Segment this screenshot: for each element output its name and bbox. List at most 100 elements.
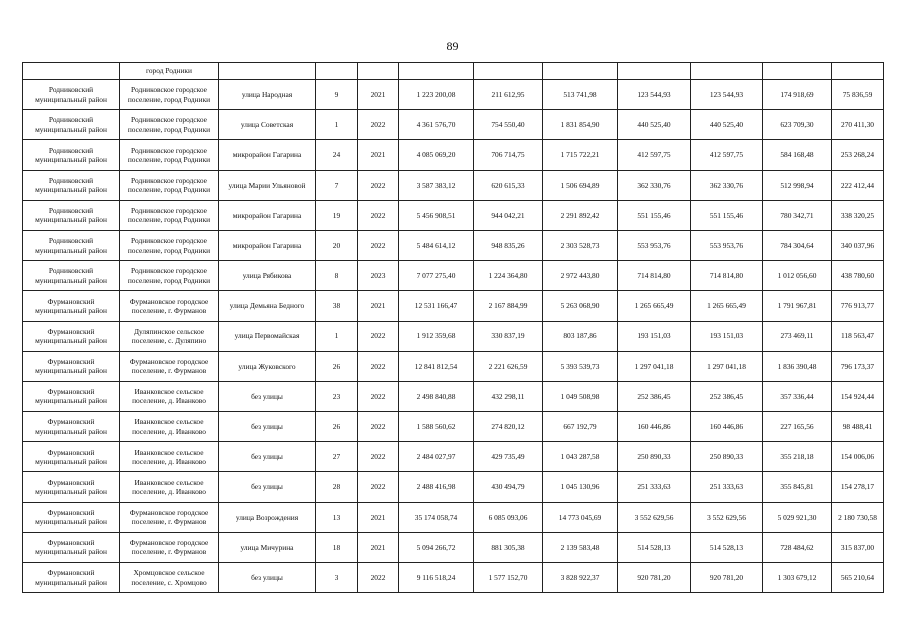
amount-cell: 440 525,40: [690, 109, 763, 141]
street-cell: улица Жуковского: [218, 350, 316, 382]
house-number-cell: 3: [315, 561, 358, 594]
amount-cell: 193 151,03: [690, 320, 763, 352]
house-number-cell: 19: [315, 199, 358, 231]
total-cost-cell: 1 588 560,62: [398, 411, 474, 443]
amount-cell: 584 168,48: [762, 139, 832, 171]
total-cost-cell: 4 361 576,70: [398, 109, 474, 141]
settlement-cell: город Родники: [119, 62, 219, 80]
total-cost-cell: 35 174 058,74: [398, 501, 474, 533]
amount-cell: 512 998,94: [762, 169, 832, 201]
house-number-cell: 1: [315, 109, 358, 141]
district-cell: Родниковский муниципальный район: [22, 109, 120, 141]
table-row: Родниковский муниципальный район Родников…: [22, 229, 884, 262]
settlement-cell: Фурмановское городское поселение, г. Фур…: [119, 290, 219, 322]
district-cell: Фурмановский муниципальный район: [22, 531, 120, 564]
house-number-cell: 7: [315, 169, 358, 201]
amount-cell: 667 192,79: [542, 411, 618, 443]
table-row: Родниковский муниципальный район Родников…: [22, 139, 884, 171]
amount-cell: 432 298,11: [473, 380, 543, 413]
table-row: Родниковский муниципальный район Родников…: [22, 109, 884, 141]
settlement-cell: Иванковское сельское поселение, д. Иванк…: [119, 441, 219, 473]
amount-cell: 1 012 056,60: [762, 260, 832, 292]
amount-cell: 5 393 539,73: [542, 350, 618, 382]
amount-cell: 553 953,76: [690, 229, 763, 262]
total-cost-cell: 1 223 200,08: [398, 78, 474, 111]
amount-cell: 944 042,21: [473, 199, 543, 231]
amount-cell: 123 544,93: [690, 78, 763, 111]
amount-cell: 253 268,24: [831, 139, 884, 171]
street-cell: микрорайон Гагарина: [218, 229, 316, 262]
district-cell: Родниковский муниципальный район: [22, 169, 120, 201]
street-cell: без улицы: [218, 380, 316, 413]
amount-cell: 6 085 093,06: [473, 501, 543, 533]
amount-cell: 154 006,06: [831, 441, 884, 473]
settlement-cell: Фурмановское городское поселение, г. Фур…: [119, 501, 219, 533]
amount-cell: 2 291 892,42: [542, 199, 618, 231]
amount-cell: 1 297 041,18: [617, 350, 691, 382]
street-cell: улица Возрождения: [218, 501, 316, 533]
amount-cell: 118 563,47: [831, 320, 884, 352]
amount-cell: 3 552 629,56: [617, 501, 691, 533]
house-number-cell: 26: [315, 411, 358, 443]
amount-cell: [762, 62, 832, 80]
amount-cell: 551 155,46: [690, 199, 763, 231]
amount-cell: 920 781,20: [690, 561, 763, 594]
amount-cell: 2 303 528,73: [542, 229, 618, 262]
amount-cell: 338 320,25: [831, 199, 884, 231]
amount-cell: 250 890,33: [617, 441, 691, 473]
amount-cell: 429 735,49: [473, 441, 543, 473]
street-cell: микрорайон Гагарина: [218, 199, 316, 231]
total-cost-cell: 12 841 812,54: [398, 350, 474, 382]
amount-cell: [617, 62, 691, 80]
street-cell: улица Марии Ульяновой: [218, 169, 316, 201]
amount-cell: [831, 62, 884, 80]
amount-cell: 620 615,33: [473, 169, 543, 201]
table-row: Фурмановский муниципальный район Иванковс…: [22, 471, 884, 503]
amount-cell: 1 265 665,49: [617, 290, 691, 322]
amount-cell: 160 446,86: [690, 411, 763, 443]
house-number-cell: 26: [315, 350, 358, 382]
amount-cell: 553 953,76: [617, 229, 691, 262]
total-cost-cell: 2 498 840,88: [398, 380, 474, 413]
settlement-cell: Фурмановское городское поселение, г. Фур…: [119, 350, 219, 382]
table-row: Родниковский муниципальный район Родников…: [22, 260, 884, 292]
house-number-cell: 9: [315, 78, 358, 111]
total-cost-cell: 7 077 275,40: [398, 260, 474, 292]
total-cost-cell: 9 116 518,24: [398, 561, 474, 594]
table-row: Фурмановский муниципальный район Иванковс…: [22, 441, 884, 473]
amount-cell: [473, 62, 543, 80]
amount-cell: 315 837,00: [831, 531, 884, 564]
amount-cell: 2 139 583,48: [542, 531, 618, 564]
year-cell: 2022: [357, 229, 399, 262]
amount-cell: 412 597,75: [690, 139, 763, 171]
total-cost-cell: 2 484 027,97: [398, 441, 474, 473]
street-cell: [218, 62, 316, 80]
amount-cell: 227 165,56: [762, 411, 832, 443]
settlement-cell: Родниковское городское поселение, город …: [119, 78, 219, 111]
amount-cell: 355 218,18: [762, 441, 832, 473]
table-row: Родниковский муниципальный район Родников…: [22, 199, 884, 231]
table-row: Фурмановский муниципальный район Фурманов…: [22, 350, 884, 382]
amount-cell: 881 305,38: [473, 531, 543, 564]
table-row: Фурмановский муниципальный район Хромцовс…: [22, 561, 884, 594]
house-cell: [315, 62, 358, 80]
total-cost-cell: 5 456 908,51: [398, 199, 474, 231]
settlement-cell: Родниковское городское поселение, город …: [119, 139, 219, 171]
street-cell: микрорайон Гагарина: [218, 139, 316, 171]
amount-cell: 948 835,26: [473, 229, 543, 262]
year-cell: 2022: [357, 109, 399, 141]
house-number-cell: 24: [315, 139, 358, 171]
table-row: Фурмановский муниципальный район Фурманов…: [22, 531, 884, 564]
district-cell: Родниковский муниципальный район: [22, 139, 120, 171]
amount-cell: 920 781,20: [617, 561, 691, 594]
district-cell: Фурмановский муниципальный район: [22, 471, 120, 503]
amount-cell: 1 224 364,80: [473, 260, 543, 292]
district-cell: Родниковский муниципальный район: [22, 229, 120, 262]
street-cell: улица Первомайская: [218, 320, 316, 352]
district-cell: Фурмановский муниципальный район: [22, 320, 120, 352]
year-cell: 2022: [357, 199, 399, 231]
year-cell: 2022: [357, 561, 399, 594]
amount-cell: 780 342,71: [762, 199, 832, 231]
amount-cell: 174 918,69: [762, 78, 832, 111]
amount-cell: 513 741,98: [542, 78, 618, 111]
